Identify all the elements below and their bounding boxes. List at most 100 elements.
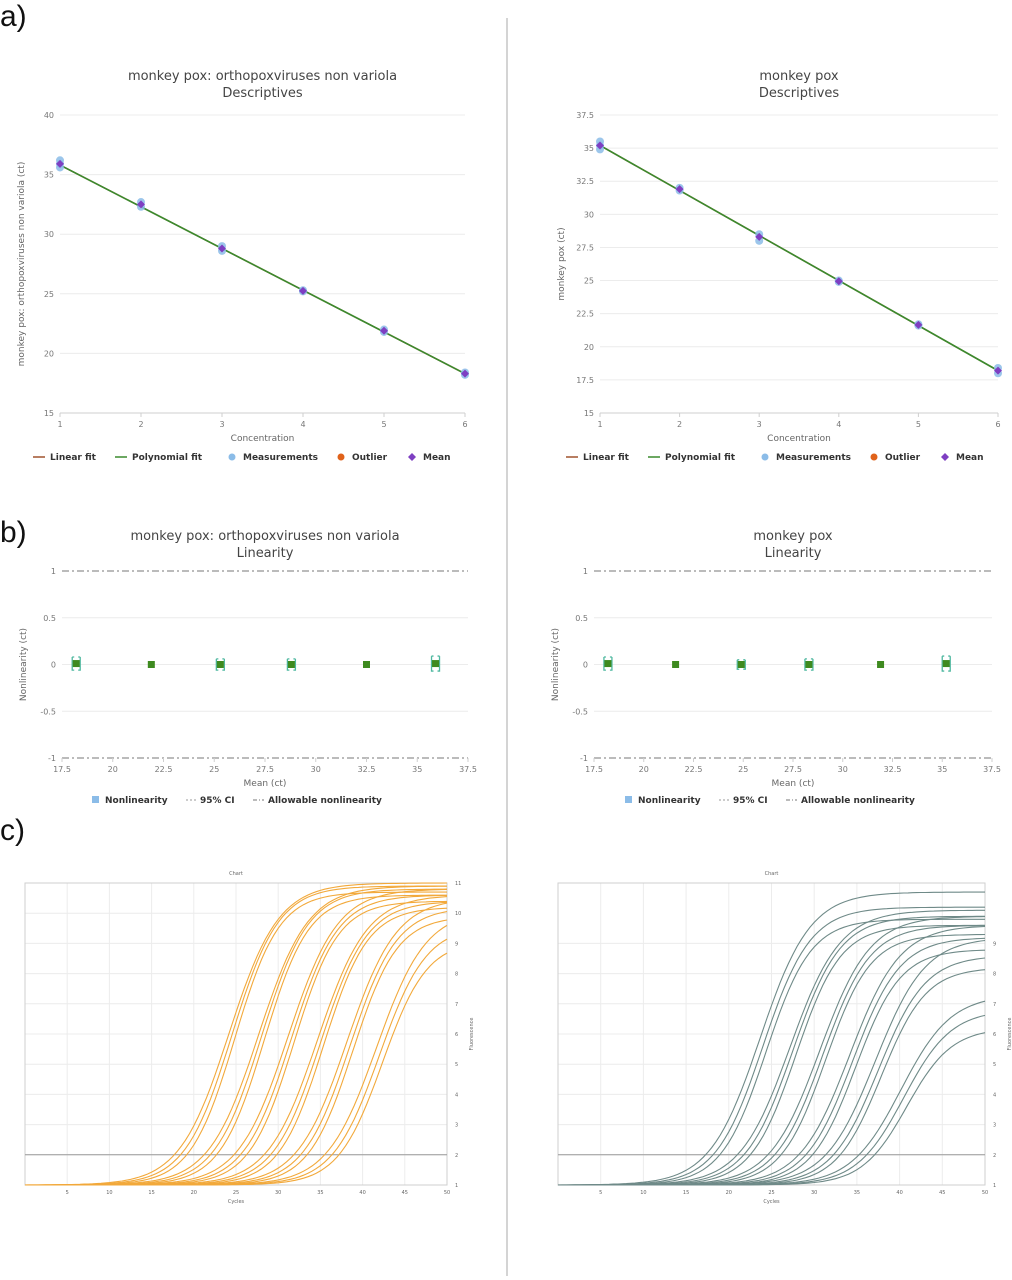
descriptives-chart-right: monkey poxDescriptives1517.52022.52527.5…	[557, 69, 1002, 463]
x-tick-label: 25	[209, 765, 219, 774]
x-tick-label: 50	[982, 1190, 988, 1196]
nonlinearity-point	[942, 660, 950, 668]
x-tick-label: 40	[896, 1190, 902, 1196]
ci-bracket-right	[293, 658, 297, 671]
legend-linear-fit-label: Linear fit	[583, 453, 630, 463]
chart-title: monkey pox	[759, 69, 839, 84]
legend-polynomial-fit-label: Polynomial fit	[665, 453, 736, 463]
x-tick-label: 17.5	[53, 765, 71, 774]
x-tick-label: 40	[359, 1190, 365, 1196]
legend-nonlinearity-label: Nonlinearity	[105, 796, 168, 806]
polynomial-fit-line	[599, 144, 999, 372]
chart-subtitle: Linearity	[765, 546, 822, 561]
y-axis-label: Nonlinearity (ct)	[19, 628, 29, 701]
y-tick-label: 25	[44, 290, 54, 299]
x-tick-label: 30	[811, 1190, 817, 1196]
x-tick-label: 22.5	[155, 765, 173, 774]
ci-bracket-left	[215, 658, 219, 671]
nonlinearity-point	[363, 661, 370, 668]
y-tick-label: -1	[580, 754, 588, 763]
nonlinearity-point	[72, 660, 80, 668]
x-tick-label: 45	[402, 1190, 408, 1196]
mean-point	[834, 277, 843, 286]
panel-label-c: c)	[0, 814, 25, 847]
x-tick-label: 20	[191, 1190, 197, 1196]
x-tick-label: 20	[108, 765, 118, 774]
mean-point	[461, 369, 469, 378]
y-tick-label: 8	[993, 972, 996, 978]
amplification-curve	[558, 891, 985, 1186]
legend-nonlinearity-swatch	[92, 796, 99, 803]
legend-polynomial-fit-label: Polynomial fit	[132, 453, 203, 463]
ci-bracket-right	[948, 655, 951, 672]
ci-bracket-right	[222, 658, 225, 671]
panel-label-a: a)	[0, 0, 27, 33]
y-tick-label: 7	[455, 1002, 458, 1008]
y-tick-label: 30	[584, 210, 594, 219]
mean-point	[299, 286, 307, 295]
amplification-curve	[25, 952, 448, 1186]
legend-mean-label: Mean	[423, 453, 451, 463]
x-axis-label: Mean (ct)	[772, 779, 815, 789]
x-tick-label: 5	[381, 420, 386, 429]
x-tick-label: 5	[66, 1190, 69, 1196]
y-tick-label: 37.5	[576, 111, 594, 120]
y-tick-label: 4	[455, 1092, 458, 1098]
nonlinearity-point	[672, 661, 680, 668]
legend-mean-swatch	[408, 453, 416, 461]
y-tick-label: 10	[455, 911, 461, 917]
x-axis-label: Mean (ct)	[244, 779, 287, 789]
chart-title: monkey pox: orthopoxviruses non variola	[130, 529, 399, 544]
mean-point	[380, 326, 388, 335]
legend-nonlinearity-swatch	[625, 796, 632, 803]
y-tick-label: 9	[993, 941, 996, 947]
y-tick-label: 15	[44, 409, 54, 418]
x-axis-label: Cycles	[763, 1199, 780, 1205]
y-tick-label: 40	[44, 111, 54, 120]
x-axis-label: Concentration	[767, 434, 831, 444]
y-tick-label: 1	[993, 1183, 996, 1189]
mean-point	[596, 141, 604, 150]
y-tick-label: 1	[51, 567, 56, 576]
y-tick-label: 35	[44, 171, 54, 180]
legend-measurements-label: Measurements	[776, 453, 851, 463]
y-axis-label: monkey pox (ct)	[557, 227, 567, 300]
y-tick-label: 3	[993, 1123, 996, 1129]
x-tick-label: 25	[738, 765, 748, 774]
y-axis-label: Nonlinearity (ct)	[551, 628, 561, 701]
nonlinearity-point	[287, 661, 295, 668]
chart-subtitle: Descriptives	[222, 86, 303, 101]
descriptives-chart-left: monkey pox: orthopoxviruses non variola D…	[17, 69, 469, 463]
x-tick-label: 1	[597, 420, 602, 429]
y-tick-label: 0	[583, 661, 588, 670]
chart-title: monkey pox	[753, 529, 833, 544]
chart-subtitle: Linearity	[237, 546, 294, 561]
x-tick-label: 27.5	[784, 765, 802, 774]
legend-outlier-swatch	[337, 453, 345, 461]
ci-bracket-left	[603, 656, 606, 671]
mean-point	[218, 244, 226, 253]
linearity-chart-right: monkey pox Linearity -1 -0.5 0 0.5 1 17.5 20 22.5…	[551, 529, 1001, 806]
x-tick-label: 30	[275, 1190, 281, 1196]
y-tick-label: 1	[583, 567, 588, 576]
x-tick-label: 37.5	[459, 765, 477, 774]
ci-bracket-right	[743, 659, 746, 670]
x-tick-label: 15	[148, 1190, 154, 1196]
x-tick-label: 17.5	[585, 765, 603, 774]
y-axis-label: Fluorescence	[1007, 1018, 1012, 1051]
x-tick-label: 30	[311, 765, 321, 774]
x-axis-label: Cycles	[228, 1199, 245, 1205]
y-tick-label: 20	[44, 349, 54, 358]
nonlinearity-point	[147, 661, 155, 668]
x-tick-label: 20	[726, 1190, 732, 1196]
y-tick-label: 7	[993, 1002, 996, 1008]
nonlinearity-point	[216, 661, 224, 668]
x-tick-label: 15	[683, 1190, 689, 1196]
x-tick-label: 6	[462, 420, 467, 429]
y-tick-label: 25	[584, 277, 594, 286]
y-tick-label: 1	[455, 1183, 458, 1189]
x-tick-label: 27.5	[256, 765, 274, 774]
y-tick-label: 5	[455, 1062, 458, 1068]
legend-mean-swatch	[941, 453, 949, 461]
